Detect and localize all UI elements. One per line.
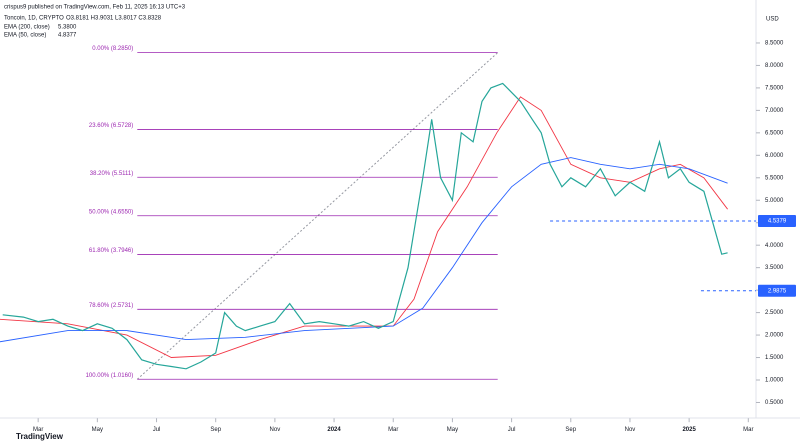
legend-label: EMA (200, close) (4, 25, 50, 31)
fib-label: 38.20% (5.5111) (90, 171, 133, 177)
footer-logo: TradingView (16, 432, 64, 441)
price-tag-label: 2.9875 (768, 288, 787, 294)
y-tick-label: 8.5000 (765, 41, 784, 47)
price-tag (758, 215, 796, 228)
price-tag (758, 284, 796, 297)
y-tick-label: 0.5000 (765, 400, 784, 406)
x-tick-label: May (447, 427, 458, 433)
currency: USD (766, 17, 779, 23)
y-tick-label: 8.0000 (765, 63, 784, 69)
x-tick-label: Nov (270, 427, 281, 433)
x-tick-label: Sep (565, 427, 576, 433)
y-tick-label: 6.0000 (765, 153, 784, 159)
fib-label: 100.00% (1.0160) (86, 373, 134, 379)
fib-label: 61.80% (3.7946) (89, 248, 133, 254)
ema-line (0, 96, 728, 358)
fib-label: 23.60% (6.5728) (89, 123, 133, 129)
legend-label: EMA (50, close) (4, 33, 46, 39)
y-tick-label: 6.5000 (765, 130, 784, 136)
price-line (2, 82, 728, 370)
x-tick-label: Nov (625, 427, 636, 433)
y-tick-label: 5.5000 (765, 175, 784, 181)
fib-label: 0.00% (8.2850) (92, 46, 133, 52)
x-tick-label: Mar (743, 427, 753, 433)
legend-value: 5.3800 (58, 25, 77, 31)
x-tick-label: Mar (33, 427, 43, 433)
symbol: Toncoin, 1D, CRYPTO (4, 16, 64, 22)
y-tick-label: 1.5000 (765, 355, 784, 361)
fib-label: 50.00% (4.6550) (89, 209, 133, 215)
x-tick-label: May (92, 427, 103, 433)
x-tick-label: 2024 (327, 427, 341, 433)
publisher: crispus9 published on TradingView.com, F… (4, 5, 186, 11)
x-tick-label: Jul (153, 427, 161, 433)
y-tick-label: 1.0000 (765, 378, 784, 384)
legend-value: 4.8377 (58, 33, 77, 39)
x-tick-label: Jul (508, 427, 516, 433)
fib-label: 78.60% (2.5731) (89, 303, 133, 309)
ohlc: O3.8181 H3.9031 L3.8017 C3.8328 (66, 16, 162, 22)
x-tick-label: Sep (210, 427, 221, 433)
y-tick-label: 3.5000 (765, 265, 784, 271)
y-tick-label: 7.5000 (765, 85, 784, 91)
y-tick-label: 5.0000 (765, 198, 784, 204)
price-tag-label: 4.5379 (768, 219, 787, 225)
ema-line (0, 157, 728, 343)
fib-trend-line (136, 52, 499, 380)
x-tick-label: Mar (388, 427, 398, 433)
y-tick-label: 2.5000 (765, 310, 784, 316)
y-tick-label: 2.0000 (765, 333, 784, 339)
x-tick-label: 2025 (682, 427, 696, 433)
y-tick-label: 4.0000 (765, 243, 784, 249)
y-tick-label: 7.0000 (765, 108, 784, 114)
